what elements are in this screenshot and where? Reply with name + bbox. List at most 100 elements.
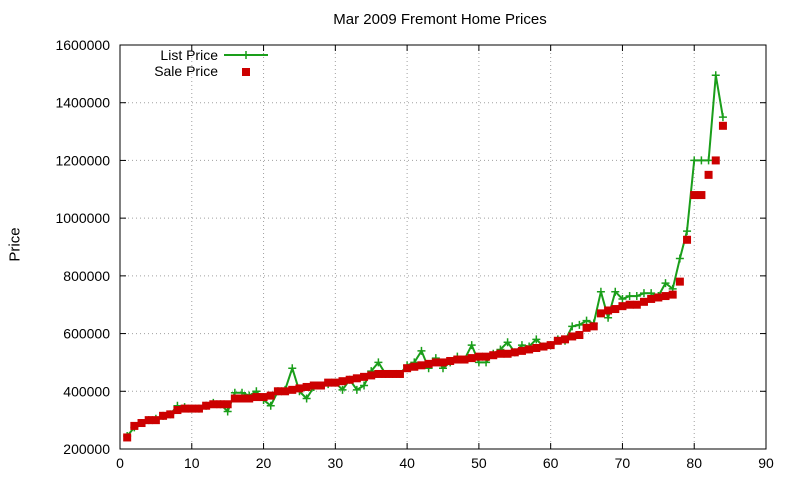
sale-price-point <box>381 369 390 378</box>
sale-price-point <box>324 378 333 387</box>
list-price-point <box>338 385 347 394</box>
list-price-point <box>360 381 369 390</box>
list-price-point <box>683 227 692 236</box>
sale-price-point <box>295 384 304 393</box>
x-tick-label: 60 <box>543 455 559 471</box>
sale-price-point <box>288 385 297 394</box>
sale-price-point <box>180 404 189 413</box>
sale-price-point <box>151 416 160 425</box>
sale-price-point <box>611 305 620 314</box>
list-price-point <box>352 385 361 394</box>
sale-price-point <box>266 391 275 400</box>
x-tick-label: 90 <box>758 455 774 471</box>
sale-price-point <box>718 121 727 130</box>
sale-price-point <box>281 387 290 396</box>
y-tick-label: 1000000 <box>55 210 110 226</box>
x-tick-label: 40 <box>399 455 415 471</box>
list-price-point <box>467 341 476 350</box>
list-price-point <box>417 346 426 355</box>
sale-price-point <box>697 191 706 200</box>
sale-price-point <box>711 156 720 165</box>
sale-price-point <box>360 372 369 381</box>
sale-price-point <box>173 406 182 415</box>
sale-price-point <box>482 352 491 361</box>
list-price-point <box>503 338 512 347</box>
sale-price-point <box>187 404 196 413</box>
sale-price-point <box>668 290 677 299</box>
list-price-point <box>639 289 648 298</box>
list-price-point <box>611 287 620 296</box>
legend-marker-sale-price <box>242 68 250 76</box>
sale-price-point <box>532 344 541 352</box>
list-price-point <box>675 254 684 263</box>
sale-price-point <box>596 309 605 318</box>
sale-price-point <box>424 359 433 368</box>
sale-price-point <box>273 387 282 396</box>
sale-price-point <box>517 346 526 355</box>
list-price-point <box>223 407 232 416</box>
sale-price-point <box>460 355 469 364</box>
sale-price-point <box>238 394 247 403</box>
y-tick-label: 800000 <box>63 268 110 284</box>
list-price-point <box>302 394 311 403</box>
sale-price-point <box>503 349 512 358</box>
list-price-point <box>704 156 713 165</box>
sale-price-point <box>625 300 634 309</box>
sale-price-point <box>654 293 663 302</box>
sale-price-point <box>568 332 577 341</box>
sale-price-point <box>510 348 519 357</box>
list-price-point <box>690 156 699 165</box>
x-tick-label: 70 <box>615 455 631 471</box>
sale-price-point <box>525 345 534 354</box>
y-tick-label: 1400000 <box>55 95 110 111</box>
legend-label-sale-price: Sale Price <box>154 63 218 79</box>
sale-price-point <box>345 375 354 384</box>
list-price-line <box>126 75 724 437</box>
sale-price-point <box>166 410 175 419</box>
sale-price-point <box>352 374 361 383</box>
x-tick-label: 50 <box>471 455 487 471</box>
x-tick-label: 10 <box>184 455 200 471</box>
sale-price-point <box>367 371 376 380</box>
list-price-point <box>568 322 577 331</box>
list-price-point <box>697 156 706 165</box>
sale-price-point <box>194 404 203 413</box>
sale-price-point <box>316 381 325 390</box>
list-price-point <box>618 294 627 303</box>
sale-price-point <box>546 341 555 350</box>
sale-price-point <box>582 323 591 332</box>
sale-price-point <box>374 369 383 378</box>
y-tick-label: 1600000 <box>55 37 110 53</box>
sale-price-point <box>474 352 483 361</box>
sale-price-point <box>632 300 641 309</box>
sale-price-point <box>446 356 455 365</box>
chart-title: Mar 2009 Fremont Home Prices <box>333 11 547 28</box>
sale-price-point <box>403 364 412 373</box>
sale-price-point <box>245 394 254 403</box>
sale-price-point <box>589 322 598 331</box>
sale-price-point <box>223 400 232 409</box>
sale-price-point <box>417 361 426 370</box>
sale-price-point <box>553 336 562 345</box>
sale-price-point <box>395 369 404 378</box>
sale-price-point <box>144 416 153 425</box>
list-price-point <box>532 335 541 344</box>
x-tick-label: 20 <box>256 455 272 471</box>
sale-price-point <box>259 393 268 402</box>
sale-price-point <box>230 394 239 403</box>
list-price-point <box>711 71 720 80</box>
sale-price-point <box>159 411 168 420</box>
sale-price-point <box>647 294 656 303</box>
list-price-point <box>661 279 670 288</box>
plot-frame <box>119 44 767 450</box>
sale-price-point <box>302 382 311 391</box>
sale-price-point <box>216 400 225 409</box>
sale-price-point <box>209 400 218 409</box>
sale-price-point <box>431 358 440 367</box>
series-layer <box>123 71 727 442</box>
legend-label-list-price: List Price <box>160 47 218 63</box>
sale-price-point <box>130 421 139 430</box>
sale-price-point <box>202 401 211 410</box>
sale-price-point <box>683 235 692 244</box>
